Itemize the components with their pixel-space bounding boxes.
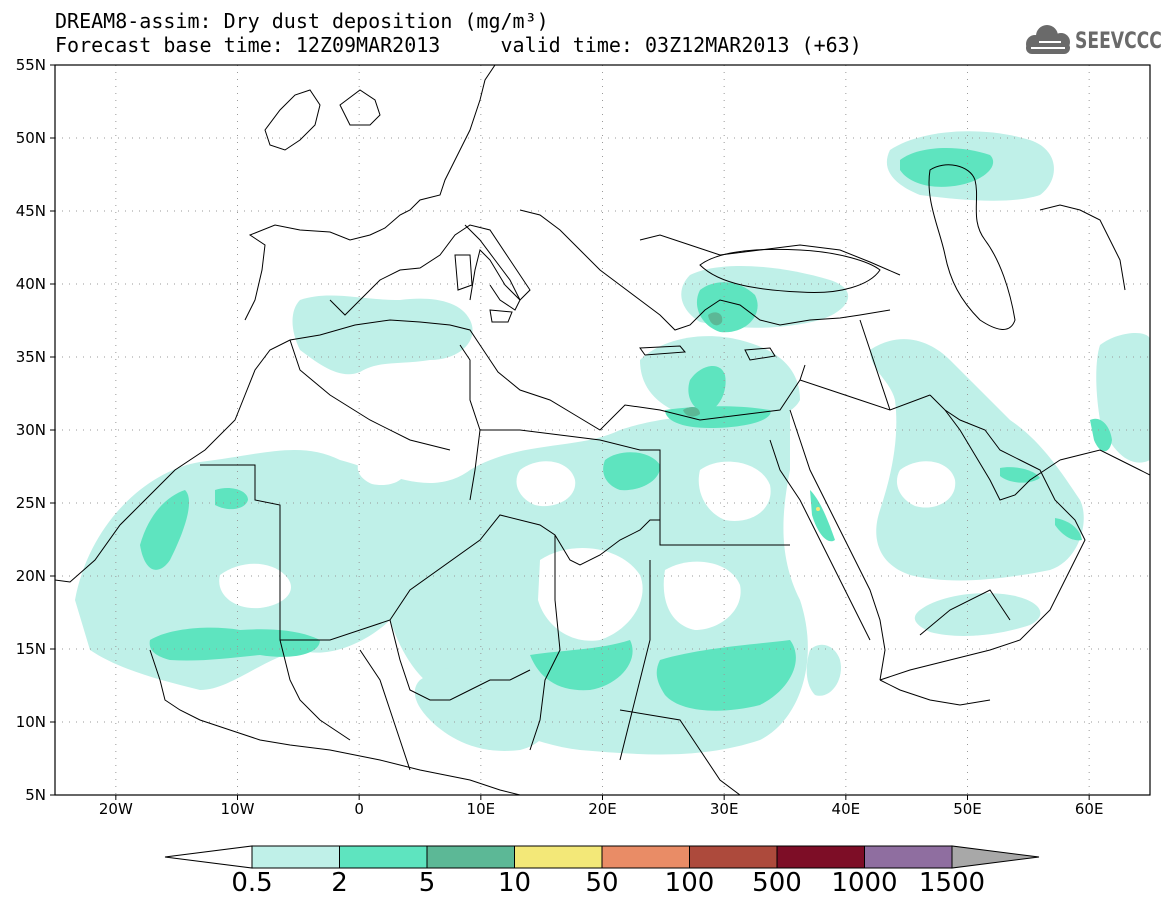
axis-ticks	[50, 64, 1090, 800]
forecast-time-subtitle: Forecast base time: 12Z09MAR2013 valid t…	[55, 33, 862, 57]
lon-tick-label: 40E	[831, 800, 861, 818]
colorbar-label: 5	[418, 868, 436, 898]
lat-tick-label: 45N	[15, 202, 46, 220]
dust-level-high-areas	[683, 312, 723, 417]
lat-tick-label: 40N	[15, 275, 46, 293]
lon-tick-label: 10W	[220, 800, 255, 818]
colorbar-under-triangle	[164, 845, 253, 869]
colorbar-label: 100	[664, 868, 715, 898]
lat-tick-label: 25N	[15, 494, 46, 512]
colorbar-label: 1000	[831, 868, 898, 898]
lon-tick-label: 20E	[588, 800, 617, 818]
colorbar-segment	[689, 845, 778, 869]
dust-level-medium-areas	[140, 148, 1112, 711]
lat-tick-label: 55N	[15, 56, 46, 74]
colorbar-segment	[339, 845, 428, 869]
map-title: DREAM8-assim: Dry dust deposition (mg/m³…	[55, 9, 549, 33]
colorbar-segment	[426, 845, 515, 869]
colorbar-over-triangle	[951, 845, 1040, 869]
lon-tick-label: 30E	[709, 800, 739, 818]
lon-tick-label: 10E	[466, 800, 496, 818]
colorbar-label: 1500	[918, 868, 986, 898]
lat-tick-label: 30N	[15, 421, 46, 439]
lat-tick-label: 15N	[15, 640, 46, 658]
lat-tick-label: 20N	[15, 567, 46, 585]
colorbar-label: 500	[752, 868, 802, 898]
colorbar-segment	[864, 845, 953, 869]
colorbar-segment	[251, 845, 340, 869]
colorbar-label: 0.5	[231, 868, 273, 898]
colorbar-label: 50	[585, 868, 619, 898]
lon-tick-label: 50E	[953, 800, 982, 818]
lat-tick-label: 10N	[15, 713, 46, 731]
colorbar-segment	[601, 845, 690, 869]
lat-tick-label: 50N	[15, 129, 46, 147]
colorbar	[164, 845, 1040, 869]
lat-tick-label: 35N	[15, 348, 46, 366]
lat-tick-label: 5N	[25, 786, 46, 804]
coastlines-and-borders	[55, 65, 1150, 795]
lon-tick-label: 0	[354, 800, 364, 818]
dust-level-peak-spot	[816, 507, 820, 511]
cloud-icon	[1026, 25, 1070, 54]
colorbar-label: 2	[331, 868, 348, 898]
colorbar-segment	[514, 845, 603, 869]
lon-tick-label: 60E	[1074, 800, 1104, 818]
lon-tick-label: 20W	[98, 800, 133, 818]
seevccc-logo: SEEVCCC	[1075, 29, 1162, 54]
colorbar-segment	[776, 845, 865, 869]
colorbar-label: 10	[497, 868, 532, 898]
